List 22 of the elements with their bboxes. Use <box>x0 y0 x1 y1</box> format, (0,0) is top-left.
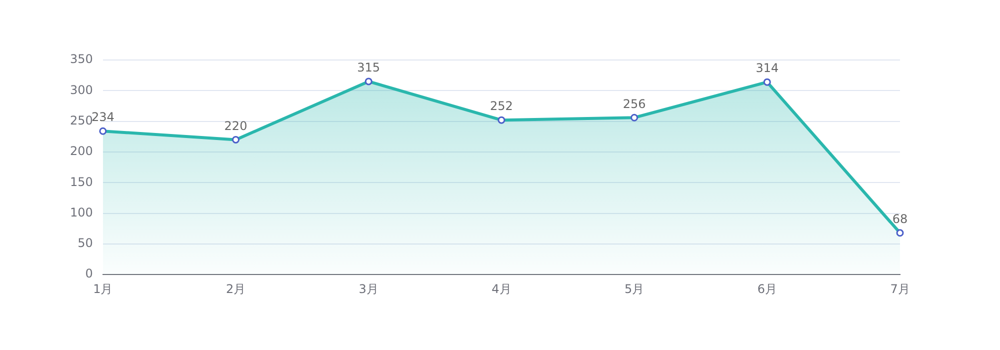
y-tick-label: 50 <box>78 236 93 250</box>
y-tick-label: 100 <box>70 205 93 220</box>
data-label: 252 <box>490 99 513 114</box>
x-tick-label: 4月 <box>492 282 512 296</box>
y-tick-label: 350 <box>70 52 93 66</box>
x-tick-label: 6月 <box>757 282 777 296</box>
data-label: 68 <box>892 212 908 226</box>
x-tick-label: 5月 <box>624 282 644 296</box>
data-label: 314 <box>756 61 779 76</box>
y-tick-label: 150 <box>70 174 93 189</box>
y-tick-label: 0 <box>85 266 93 281</box>
data-label: 315 <box>357 60 380 75</box>
y-tick-label: 200 <box>70 144 93 158</box>
x-tick-label: 7月 <box>890 282 910 296</box>
y-tick-label: 250 <box>70 113 93 128</box>
x-tick-label: 2月 <box>226 282 246 296</box>
y-tick-label: 300 <box>70 82 93 97</box>
x-tick-label: 1月 <box>93 282 113 296</box>
x-tick-label: 3月 <box>358 282 378 296</box>
data-label: 234 <box>91 110 114 124</box>
data-label: 220 <box>224 118 248 133</box>
data-label: 256 <box>622 96 646 111</box>
